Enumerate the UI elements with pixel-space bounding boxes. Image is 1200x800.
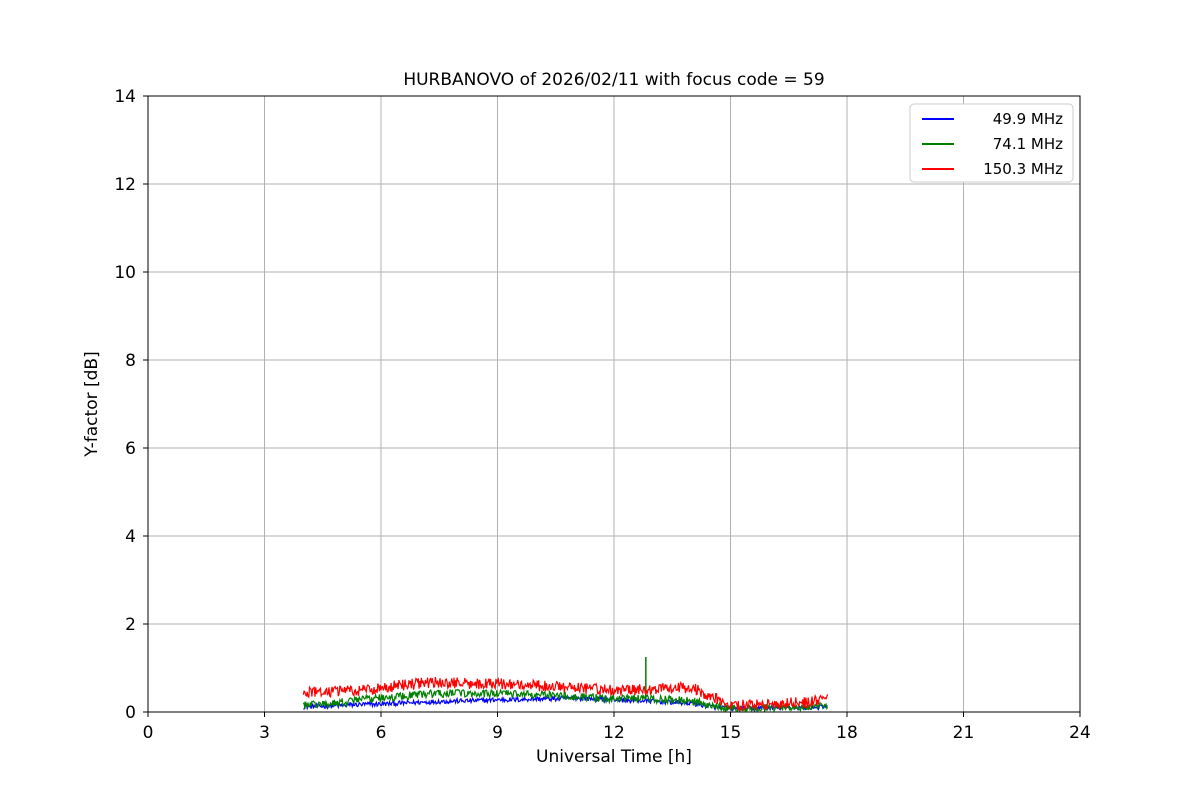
chart-title: HURBANOVO of 2026/02/11 with focus code … xyxy=(403,70,824,90)
legend-item-label: 49.9 MHz xyxy=(993,110,1063,128)
x-tick-label: 24 xyxy=(1069,723,1091,743)
legend-box xyxy=(909,103,1074,183)
y-tick-label: 8 xyxy=(125,351,136,371)
x-tick-label: 9 xyxy=(492,723,503,743)
x-tick-label: 18 xyxy=(836,723,858,743)
x-axis-label: Universal Time [h] xyxy=(536,747,692,767)
y-axis-label: Y-factor [dB] xyxy=(82,351,102,457)
y-tick-label: 0 xyxy=(125,703,136,723)
x-tick-label: 0 xyxy=(143,723,154,743)
x-tick-label: 21 xyxy=(953,723,975,743)
legend-item-label: 74.1 MHz xyxy=(993,135,1063,153)
grid-layer xyxy=(147,95,1081,713)
series-150.3-MHz xyxy=(302,676,829,712)
legend: 49.9 MHz 74.1 MHz 150.3 MHz xyxy=(909,103,1074,183)
x-tick-label: 6 xyxy=(376,723,387,743)
legend-item-label: 150.3 MHz xyxy=(983,160,1063,178)
y-tick-label: 2 xyxy=(125,615,136,635)
x-tick-label: 15 xyxy=(720,723,742,743)
y-tick-label: 10 xyxy=(114,263,136,283)
y-tick-label: 6 xyxy=(125,439,136,459)
x-tick-label: 12 xyxy=(603,723,625,743)
series-layer xyxy=(302,657,829,714)
y-tick-label: 14 xyxy=(114,87,136,107)
y-tick-label: 4 xyxy=(125,527,136,547)
y-tick-label: 12 xyxy=(114,175,136,195)
x-tick-label: 3 xyxy=(259,723,270,743)
